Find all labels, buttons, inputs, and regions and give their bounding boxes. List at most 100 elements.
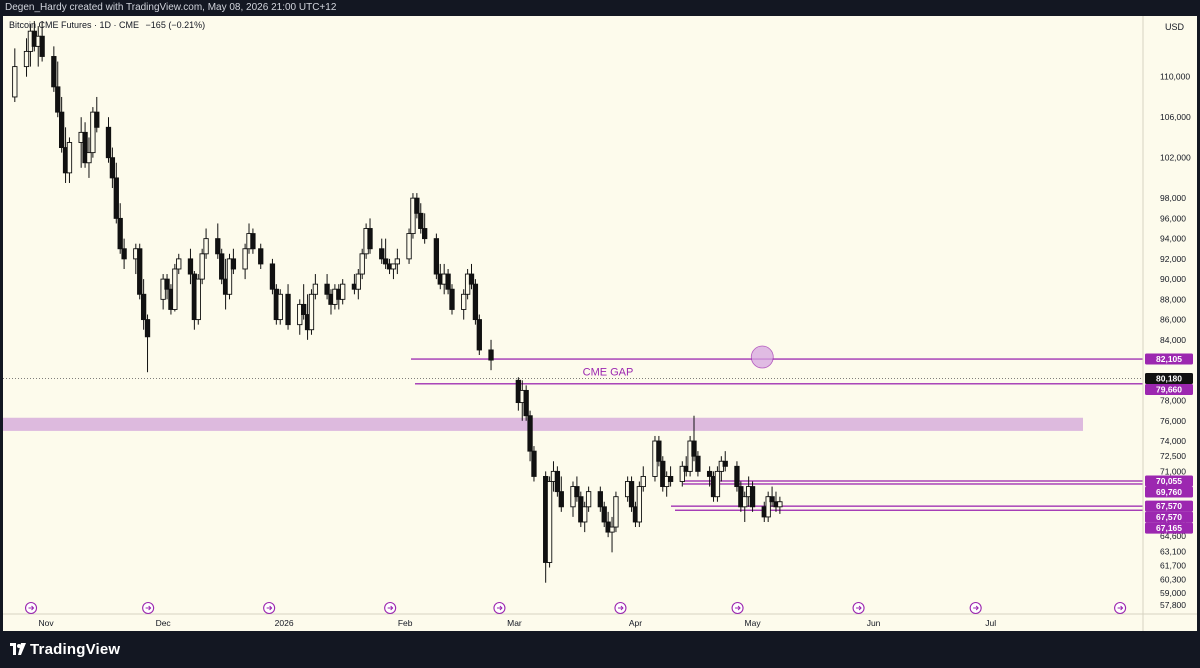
- tradingview-logo-icon: [10, 643, 26, 655]
- candle: [269, 258, 276, 295]
- candle: [144, 314, 151, 373]
- candle: [121, 238, 127, 269]
- candle-body: [90, 111, 96, 154]
- candle: [468, 263, 475, 290]
- price-label-text: 80,180: [1156, 373, 1182, 383]
- support-zone: [3, 417, 1083, 431]
- candle: [433, 233, 440, 280]
- candle: [394, 248, 400, 275]
- candle-body: [121, 248, 127, 260]
- cme-gap-label: CME GAP: [583, 366, 634, 378]
- candle-body: [105, 126, 112, 159]
- candle-body: [39, 35, 45, 57]
- candles-layer: [12, 21, 783, 583]
- price-label-text: 67,570: [1156, 501, 1182, 511]
- candle-body: [667, 475, 674, 482]
- candle: [706, 466, 713, 487]
- candle-body: [414, 197, 420, 214]
- price-tick-label: 110,000: [1160, 72, 1190, 82]
- candle-body: [695, 455, 701, 472]
- zones-layer: [3, 417, 1083, 431]
- change-label: −165 (−0.21%): [146, 20, 206, 30]
- price-label-text: 67,570: [1156, 512, 1182, 522]
- candle-body: [359, 253, 365, 275]
- price-label-bg: [1145, 522, 1193, 534]
- candle-body: [722, 460, 728, 467]
- candle: [58, 96, 65, 153]
- candle: [12, 48, 18, 103]
- time-axis[interactable]: Nov Dec 2026 Feb Mar Apr May Jun Jul: [3, 613, 1197, 628]
- candle: [164, 274, 170, 300]
- price-tick-label: 92,000: [1160, 254, 1186, 264]
- candle-body: [226, 258, 233, 295]
- candle: [277, 289, 283, 325]
- price-tick-label: 76,000: [1160, 416, 1186, 426]
- candle-body: [558, 491, 564, 508]
- candle: [410, 193, 416, 239]
- candle: [640, 466, 646, 492]
- price-label-text: 69,760: [1156, 487, 1182, 497]
- candle: [722, 451, 728, 472]
- candle: [90, 107, 96, 158]
- time-tick-label: 2026: [275, 618, 294, 628]
- candle: [445, 268, 451, 295]
- candle: [749, 481, 756, 512]
- annotations-layer: CME GAP: [583, 345, 774, 378]
- price-axis[interactable]: 110,000 106,000 102,000 98,000 96,000 94,000 9…: [1142, 16, 1193, 631]
- candle-body: [215, 238, 221, 255]
- candle: [597, 486, 603, 512]
- candle: [777, 496, 783, 514]
- candle: [137, 243, 143, 300]
- marker-arrow: [145, 605, 152, 611]
- candle-body: [58, 111, 65, 149]
- last-price-label: 80,180: [1145, 372, 1193, 384]
- marker-arrow: [1117, 605, 1124, 611]
- candle-body: [574, 486, 580, 498]
- candle-body: [203, 238, 209, 255]
- candle: [285, 284, 291, 330]
- candle-body: [82, 131, 88, 164]
- candle: [382, 238, 389, 269]
- candle: [258, 243, 264, 269]
- candle-body: [140, 293, 147, 321]
- candle-body: [609, 526, 615, 533]
- candle: [523, 385, 529, 421]
- candle: [367, 218, 373, 254]
- price-label-text: 70,055: [1156, 476, 1182, 486]
- candle-body: [714, 470, 721, 498]
- candle: [585, 486, 592, 512]
- candle: [531, 446, 537, 482]
- price-tick-label: 64,600: [1160, 531, 1186, 541]
- price-tick-label: 61,700: [1160, 560, 1186, 570]
- time-tick-label: Nov: [38, 618, 54, 628]
- candle-body: [640, 475, 646, 488]
- time-tick-label: Mar: [507, 618, 522, 628]
- candle-body: [269, 263, 276, 290]
- candle: [55, 61, 61, 118]
- candle-body: [749, 486, 756, 508]
- price-tick-label: 59,000: [1160, 588, 1186, 598]
- price-label-bg: [1145, 372, 1193, 384]
- chart-panel[interactable]: CME GAP 110,000 106,000 102,000 98,000 96,00…: [3, 16, 1197, 631]
- candle-body: [554, 470, 561, 493]
- marker-arrow: [735, 605, 741, 611]
- candle: [667, 466, 674, 487]
- candle: [734, 461, 740, 492]
- candle-body: [308, 293, 315, 331]
- candlestick-chart[interactable]: CME GAP 110,000 106,000 102,000 98,000 96,00…: [3, 16, 1197, 631]
- candle-body: [449, 288, 455, 310]
- candle: [613, 491, 619, 533]
- candle: [582, 501, 588, 533]
- session-marker-icon: [384, 601, 397, 615]
- session-marker-icon: [1114, 601, 1127, 615]
- candle-body: [23, 50, 30, 68]
- price-tick-label: 106,000: [1160, 112, 1191, 122]
- candle-body: [230, 258, 237, 270]
- price-tick-label: 60,300: [1160, 575, 1186, 585]
- candle-body: [187, 258, 194, 275]
- session-marker-icon: [969, 601, 982, 615]
- candle: [355, 268, 361, 300]
- marker-arrow: [617, 605, 624, 611]
- symbol-legend[interactable]: Bitcoin CME Futures · 1D · CME −165 (−0.…: [9, 20, 205, 30]
- level-price-label: 82,105: [1145, 353, 1193, 365]
